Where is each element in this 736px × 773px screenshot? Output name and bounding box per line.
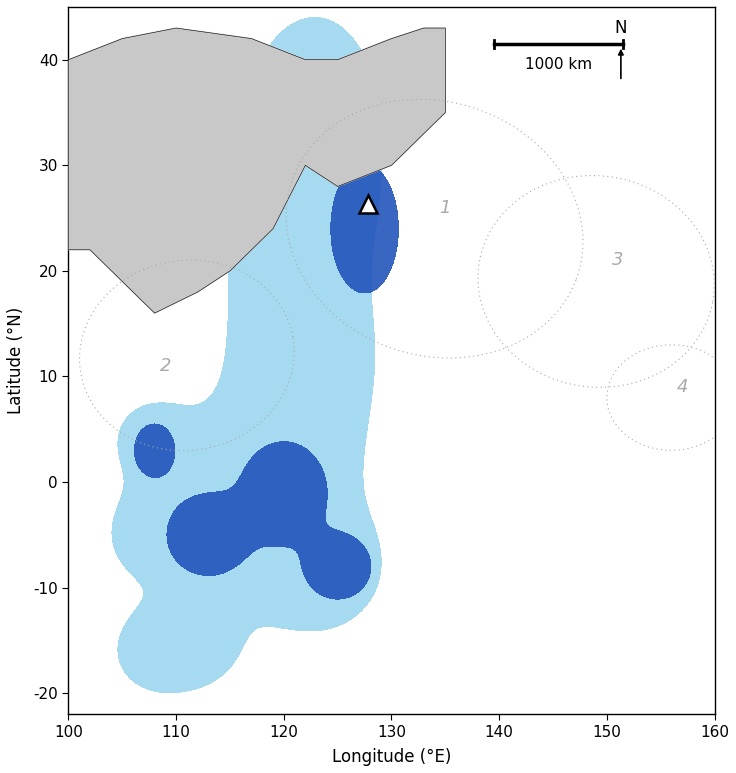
Text: 2: 2 [160,357,171,375]
Text: 1000 km: 1000 km [525,56,592,72]
Polygon shape [68,28,445,313]
Text: 4: 4 [676,378,688,396]
Text: N: N [615,19,627,37]
Text: 3: 3 [612,251,623,269]
X-axis label: Longitude (°E): Longitude (°E) [332,748,451,766]
Y-axis label: Latitude (°N): Latitude (°N) [7,307,25,414]
Text: 1: 1 [439,199,451,216]
